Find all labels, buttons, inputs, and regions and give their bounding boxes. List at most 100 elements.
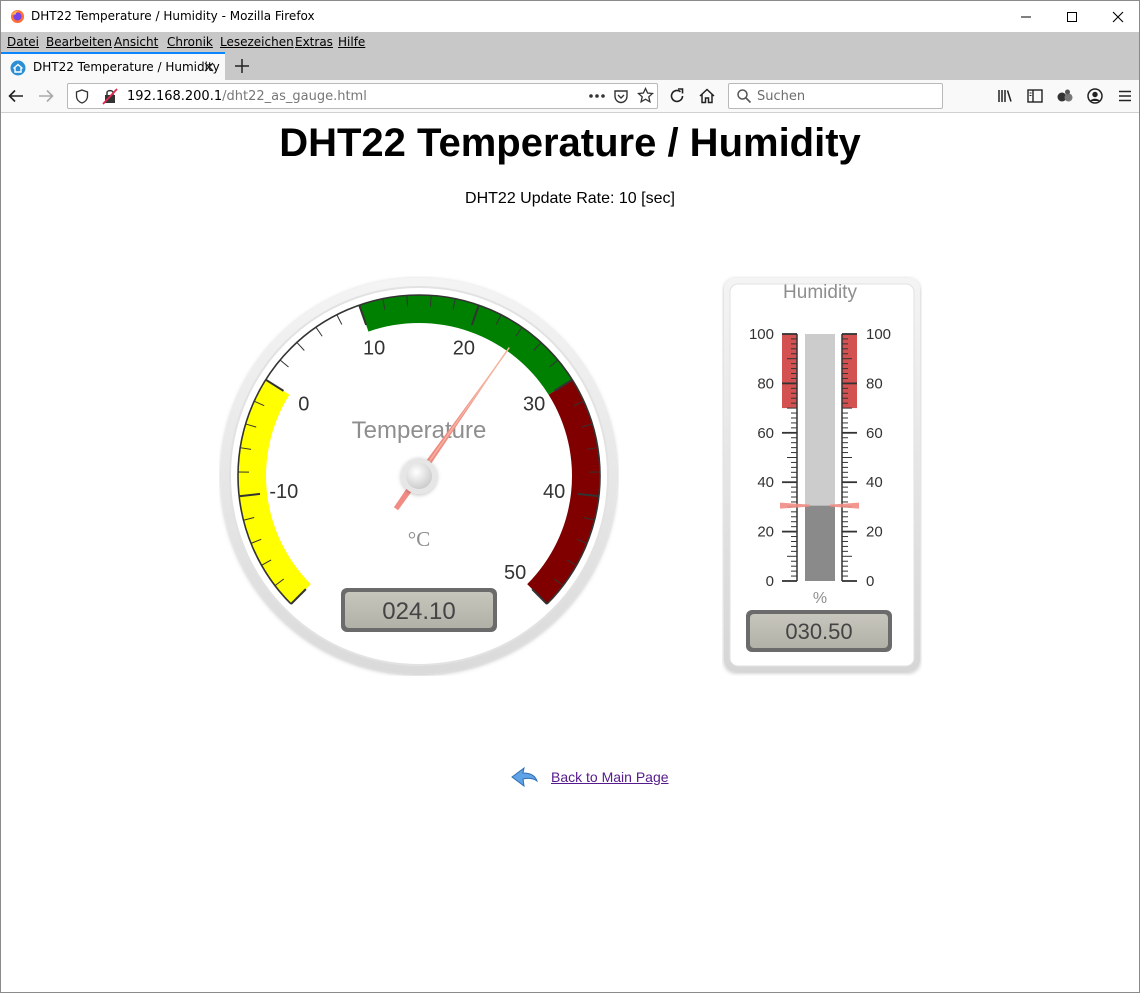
gauge-minor-tick — [279, 359, 289, 368]
page-actions-icon[interactable] — [588, 93, 606, 99]
close-window-button[interactable] — [1095, 1, 1139, 32]
gauge-needle-highlight — [418, 347, 510, 477]
gauge-highlight-band — [238, 379, 311, 604]
gauge-minor-tick — [253, 400, 265, 407]
home-icon[interactable] — [698, 87, 716, 105]
menu-bar: Datei Bearbeiten Ansicht Chronik Lesezei… — [1, 32, 1139, 52]
firefox-icon — [10, 9, 25, 24]
menu-lesezeichen[interactable]: Lesezeichen — [220, 35, 294, 49]
tab-active[interactable]: DHT22 Temperature / Humidity — [1, 52, 225, 80]
tab-strip: DHT22 Temperature / Humidity — [1, 52, 1139, 80]
gauge-major-tick — [239, 492, 261, 498]
gauge-highlight-band — [359, 295, 573, 395]
menu-datei[interactable]: Datei — [7, 35, 40, 49]
gauge-highlight-band — [527, 379, 600, 604]
left-tick-label: 100 — [749, 326, 774, 343]
gauge-units: °C — [408, 527, 430, 551]
gauge-minor-tick — [583, 517, 595, 521]
gauge-tick-label: 40 — [543, 481, 565, 503]
shield-icon[interactable] — [75, 89, 89, 104]
right-tick-label: 20 — [866, 524, 883, 541]
right-tick-label: 0 — [866, 573, 874, 590]
gauge-value-text: 024.10 — [382, 598, 455, 625]
gauge-tick-label: 10 — [363, 338, 385, 360]
library-icon[interactable] — [996, 87, 1014, 105]
page-favicon-icon — [10, 60, 26, 76]
minimize-button[interactable] — [1003, 1, 1049, 32]
left-tick-label: 20 — [757, 524, 774, 541]
tab-title: DHT22 Temperature / Humidity — [33, 60, 220, 74]
gauge-major-tick — [290, 588, 307, 605]
gauge-minor-tick — [573, 400, 585, 407]
navigation-bar: 192.168.200.1/dht22_as_gauge.html — [1, 80, 1139, 113]
gauge-hub — [406, 463, 432, 489]
forward-arrow-icon[interactable] — [37, 87, 55, 105]
menu-ansicht[interactable]: Ansicht — [114, 35, 159, 49]
window-title: DHT22 Temperature / Humidity - Mozilla F… — [31, 9, 315, 23]
gauge-minor-tick — [245, 423, 257, 428]
gauge-tick-label: 0 — [298, 394, 309, 416]
linear-value-display: 030.50 — [746, 610, 892, 652]
tab-close-icon[interactable] — [202, 60, 216, 74]
back-link-row: Back to Main Page — [510, 765, 669, 789]
gauge-minor-tick — [495, 314, 502, 325]
gauge-minor-tick — [240, 447, 252, 450]
left-tick-label: 60 — [757, 425, 774, 442]
menu-extras[interactable]: Extras — [295, 35, 333, 49]
url-host: 192.168.200.1 — [127, 89, 223, 104]
humidity-bar-fill — [805, 505, 835, 581]
left-tick-label: 80 — [757, 375, 774, 392]
gauge-major-tick — [470, 304, 480, 326]
gauge-minor-tick — [515, 326, 523, 337]
gauge-major-tick — [265, 378, 285, 392]
search-bar[interactable] — [728, 83, 943, 109]
reload-icon[interactable] — [668, 87, 686, 105]
menu-hilfe[interactable]: Hilfe — [338, 35, 366, 49]
insecure-lock-icon[interactable] — [102, 88, 118, 105]
minimize-icon — [1021, 16, 1031, 17]
linear-gauge-units: % — [813, 590, 827, 607]
gauge-minor-tick — [533, 342, 542, 351]
gauge-tick-label: 30 — [523, 394, 545, 416]
gauge-minor-tick — [576, 538, 588, 544]
url-bar[interactable]: 192.168.200.1/dht22_as_gauge.html — [67, 83, 658, 109]
gauge-minor-tick — [452, 298, 456, 310]
account-icon[interactable] — [1086, 87, 1104, 105]
bookmark-star-icon[interactable] — [637, 87, 654, 104]
humidity-pointer — [780, 502, 859, 509]
sidebar-icon[interactable] — [1026, 87, 1044, 105]
right-tick-label: 60 — [866, 425, 883, 442]
maximize-button[interactable] — [1049, 1, 1095, 32]
gauge-title: Temperature — [352, 417, 487, 444]
gauge-tick-label: 50 — [504, 562, 526, 584]
gauge-minor-tick — [243, 517, 255, 521]
right-pointer — [830, 502, 859, 509]
menu-chronik[interactable]: Chronik — [167, 35, 213, 49]
back-to-main-link[interactable]: Back to Main Page — [551, 769, 669, 785]
back-arrow-icon[interactable] — [7, 87, 25, 105]
gauge-minor-tick — [296, 342, 305, 351]
gauge-minor-tick — [566, 559, 577, 566]
right-highlight-band — [842, 334, 857, 409]
extension-icon[interactable] — [1056, 87, 1074, 105]
gauge-minor-tick — [429, 295, 432, 307]
left-tick-label: 40 — [757, 474, 774, 491]
left-tick-label: 0 — [766, 573, 774, 590]
url-path: /dht22_as_gauge.html — [222, 89, 367, 104]
page-content: DHT22 Temperature / Humidity DHT22 Updat… — [1, 113, 1139, 992]
gauge-minor-tick — [553, 578, 564, 587]
gauge-minor-tick — [406, 295, 409, 307]
pocket-icon[interactable] — [613, 88, 629, 104]
gauge-minor-tick — [586, 447, 598, 450]
search-input[interactable] — [757, 87, 937, 105]
back-arrow-icon[interactable] — [510, 766, 538, 788]
gauge-minor-tick — [382, 298, 386, 310]
gauge-minor-tick — [261, 559, 272, 566]
gauge-major-tick — [577, 492, 599, 498]
close-icon — [1112, 11, 1124, 22]
menu-bearbeiten[interactable]: Bearbeiten — [46, 35, 112, 49]
url-text: 192.168.200.1/dht22_as_gauge.html — [127, 89, 367, 104]
new-tab-icon[interactable] — [231, 55, 253, 77]
menu-hamburger-icon[interactable] — [1116, 87, 1134, 105]
